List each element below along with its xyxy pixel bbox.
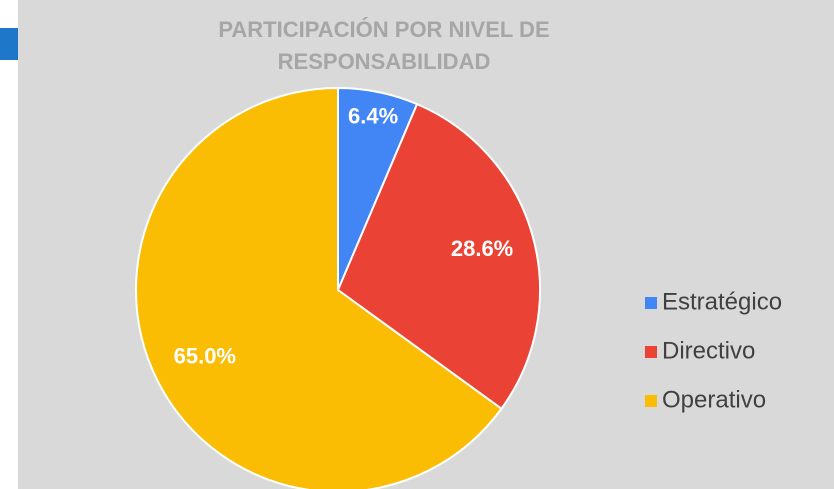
side-tab (0, 28, 18, 60)
legend-label: Operativo (662, 386, 766, 413)
legend-label: Estratégico (662, 288, 782, 315)
data-label: 65.0% (174, 344, 236, 369)
legend-swatch (645, 395, 657, 407)
legend-swatch (645, 297, 657, 309)
pie-slice (336, 102, 541, 411)
pie-slice (135, 86, 503, 489)
chart-title: PARTICIPACIÓN POR NIVEL DE RESPONSABILID… (218, 17, 550, 74)
data-label: 28.6% (451, 236, 513, 261)
data-label: 6.4% (348, 104, 398, 129)
legend-label: Directivo (662, 337, 755, 364)
legend-swatch (645, 346, 657, 358)
